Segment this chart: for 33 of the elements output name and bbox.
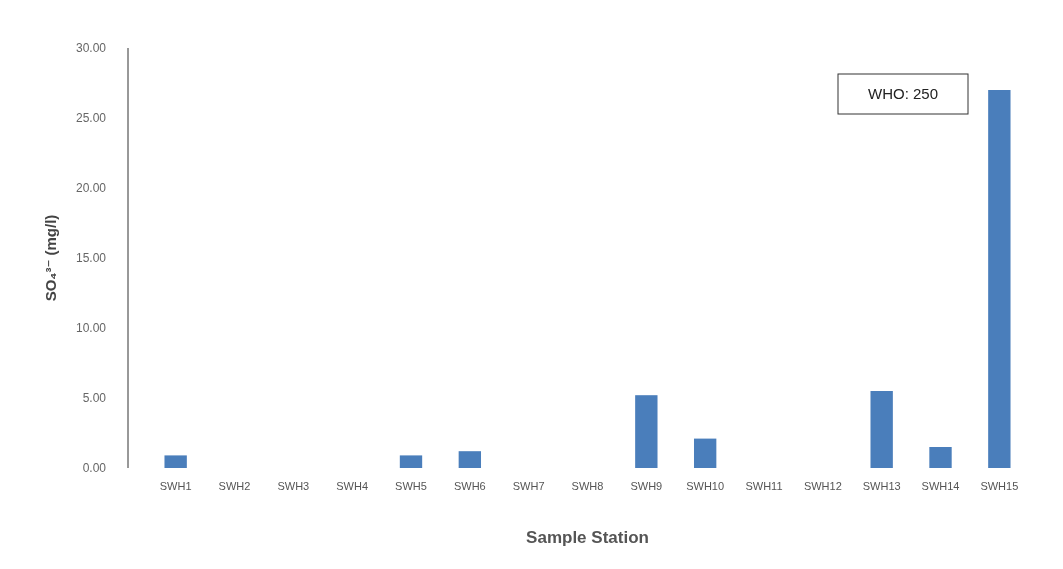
x-tick-label: SWH12 bbox=[803, 480, 842, 492]
x-tick-label: SWH6 bbox=[453, 480, 486, 492]
bar bbox=[693, 438, 717, 468]
y-tick-label: 25.00 bbox=[75, 111, 107, 126]
x-tick-label: SWH8 bbox=[571, 480, 604, 492]
bar bbox=[399, 455, 423, 468]
bar bbox=[635, 395, 658, 468]
bar bbox=[988, 90, 1011, 468]
y-tick-label: 20.00 bbox=[75, 181, 107, 196]
x-tick-label: SWH1 bbox=[159, 480, 192, 492]
bar bbox=[164, 455, 187, 468]
x-tick-label: SWH14 bbox=[921, 480, 960, 492]
bar bbox=[929, 447, 952, 468]
x-tick-label: SWH3 bbox=[277, 480, 310, 492]
bar bbox=[458, 451, 482, 468]
y-tick-label: 5.00 bbox=[82, 391, 107, 406]
y-tick-label: 15.00 bbox=[75, 251, 107, 266]
y-tick-label: 10.00 bbox=[75, 321, 107, 336]
x-tick-label: SWH11 bbox=[745, 480, 783, 492]
x-tick-label: SWH7 bbox=[512, 480, 545, 492]
annotation: WHO: 250 bbox=[867, 85, 939, 103]
x-tick-label: SWH2 bbox=[218, 480, 251, 492]
bar bbox=[870, 391, 893, 468]
y-tick-label: 0.00 bbox=[82, 461, 107, 476]
x-tick-label: SWH15 bbox=[980, 480, 1019, 492]
x-tick-label: SWH4 bbox=[336, 480, 369, 492]
x-tick-label: SWH9 bbox=[630, 480, 663, 492]
y-tick-label: 30.00 bbox=[75, 41, 107, 56]
y-axis-title: SO₄³⁻ (mg/l) bbox=[42, 214, 59, 302]
x-tick-label: SWH13 bbox=[862, 480, 901, 492]
x-tick-label: SWH10 bbox=[686, 480, 725, 492]
x-tick-label: SWH5 bbox=[395, 480, 427, 492]
x-axis-title: Sample Station bbox=[526, 528, 649, 547]
